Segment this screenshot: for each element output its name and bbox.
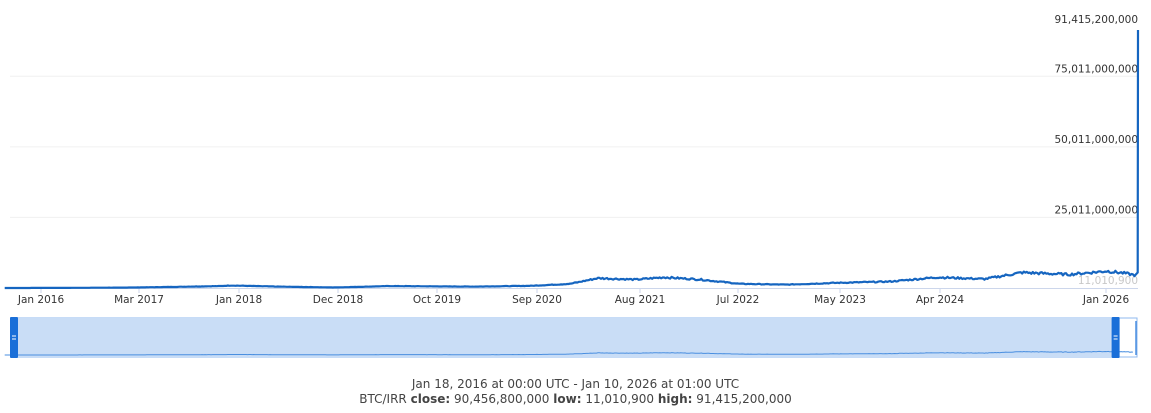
low-label: low: [553,392,582,406]
high-value: 91,415,200,000 [696,392,792,406]
x-tick-label: Jan 2016 [17,294,65,306]
x-tick-label: Oct 2019 [413,294,461,306]
x-tick-label: Jan 2026 [1082,294,1130,306]
x-tick-label: Apr 2024 [916,294,965,306]
price-chart: 91,415,200,000 75,011,000,000 50,011,000,0… [4,14,1140,358]
handle-body[interactable] [10,317,18,358]
x-tick-label: Sep 2020 [512,294,562,306]
y-axis: 91,415,200,000 75,011,000,000 50,011,000,0… [1055,14,1139,287]
price-series-line [4,29,1140,290]
close-value: 90,456,800,000 [453,392,550,406]
navigator-left-handle[interactable] [10,317,18,358]
x-tick-label: Jan 2018 [215,294,262,306]
x-tick-label: Aug 2021 [615,294,666,306]
pair-label: BTC/IRR [359,392,407,406]
y-tick-label: 75,011,000,000 [1055,63,1139,75]
close-label: close: [410,392,451,406]
x-axis: Jan 2016 Mar 2017 Jan 2018 Dec 2018 Oct 2019… [10,288,1138,306]
x-tick-label: May 2023 [814,294,866,306]
chart-footer: Jan 18, 2016 at 00:00 UTC - Jan 10, 2026… [0,377,1151,407]
x-tick-label: Mar 2017 [114,294,164,306]
y-tick-label: 11,010,900 [1078,275,1138,287]
navigator-right-handle[interactable] [1111,317,1120,358]
range-navigator[interactable] [4,317,1138,358]
plot-area [4,29,1140,290]
navigator-series-line [4,350,1133,356]
high-label: high: [657,392,693,406]
grid-lines [10,75,1138,218]
y-tick-label: 91,415,200,000 [1055,14,1139,26]
handle-body[interactable] [1111,317,1120,358]
navigator-selected-range[interactable] [15,318,1113,357]
y-tick-label: 50,011,000,000 [1055,134,1139,146]
x-tick-label: Dec 2018 [313,294,363,306]
ohlc-summary: BTC/IRR close: 90,456,800,000 low: 11,01… [0,392,1151,407]
x-tick-label: Jul 2022 [716,294,760,306]
y-tick-label: 25,011,000,000 [1055,204,1139,216]
date-range-text: Jan 18, 2016 at 00:00 UTC - Jan 10, 2026… [411,377,740,391]
low-value: 11,010,900 [585,392,655,406]
